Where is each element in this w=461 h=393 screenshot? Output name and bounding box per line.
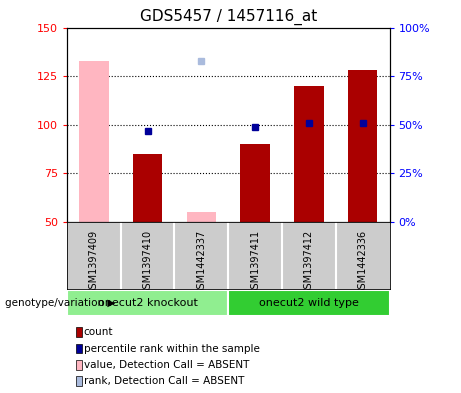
Bar [79, 61, 108, 222]
Text: GSM1397410: GSM1397410 [142, 230, 153, 295]
Bar [133, 154, 162, 222]
Bar [187, 212, 216, 222]
Text: genotype/variation ▶: genotype/variation ▶ [5, 298, 115, 308]
Title: GDS5457 / 1457116_at: GDS5457 / 1457116_at [140, 9, 317, 25]
Bar [240, 144, 270, 222]
Text: GSM1442336: GSM1442336 [358, 230, 368, 295]
Text: GSM1397412: GSM1397412 [304, 230, 314, 295]
Bar [348, 70, 378, 222]
Text: onecut2 knockout: onecut2 knockout [98, 298, 197, 308]
Bar [67, 290, 228, 316]
Text: rank, Detection Call = ABSENT: rank, Detection Call = ABSENT [83, 376, 244, 386]
Text: count: count [83, 327, 113, 337]
Text: GSM1442337: GSM1442337 [196, 230, 207, 295]
Text: GSM1397409: GSM1397409 [89, 230, 99, 295]
Text: onecut2 wild type: onecut2 wild type [259, 298, 359, 308]
Bar [228, 290, 390, 316]
Bar [294, 86, 324, 222]
Text: value, Detection Call = ABSENT: value, Detection Call = ABSENT [83, 360, 249, 370]
Text: percentile rank within the sample: percentile rank within the sample [83, 343, 260, 354]
Text: GSM1397411: GSM1397411 [250, 230, 260, 295]
